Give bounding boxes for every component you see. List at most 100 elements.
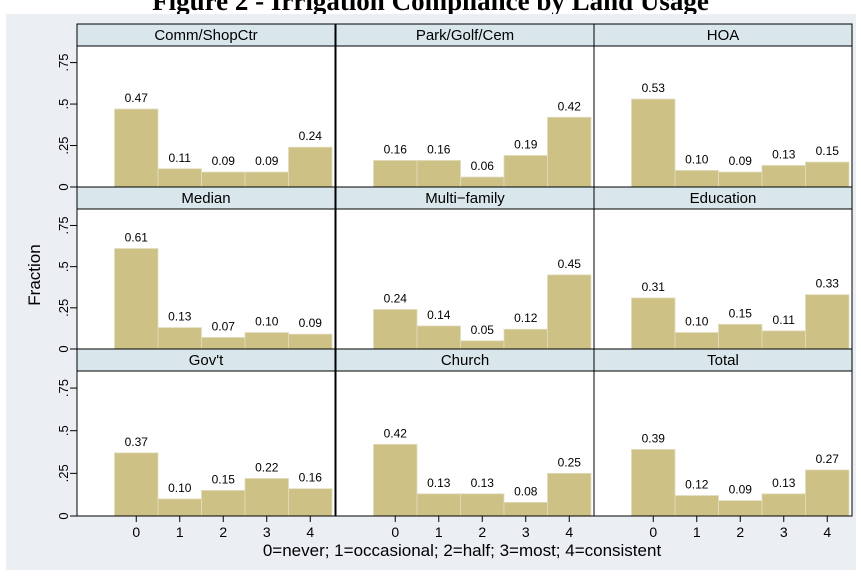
bar-value-label: 0.13 (427, 476, 451, 490)
bar-value-label: 0.27 (816, 452, 840, 466)
x-tick-label: 4 (565, 524, 573, 540)
bar (503, 328, 548, 350)
x-tick-label: 1 (435, 524, 443, 540)
x-tick-label: 2 (478, 524, 486, 540)
bar-value-label: 0.06 (471, 159, 495, 173)
bar (373, 443, 418, 517)
bar-value-label: 0.42 (384, 426, 408, 440)
bar (460, 176, 505, 188)
y-tick-label: 0 (56, 512, 71, 519)
bar (244, 478, 289, 517)
bar-value-label: 0.37 (125, 435, 149, 449)
bar (288, 333, 333, 350)
bar-value-label: 0.39 (642, 431, 666, 445)
bar (416, 493, 461, 517)
bar (631, 98, 676, 188)
x-tick-label: 0 (649, 524, 657, 540)
bar (547, 116, 592, 188)
bar-value-label: 0.47 (125, 91, 149, 105)
bar-value-label: 0.15 (816, 144, 840, 158)
bar (244, 332, 289, 350)
bar (288, 146, 333, 188)
panel-title: HOA (707, 27, 740, 44)
bar-value-label: 0.11 (773, 313, 796, 327)
chart-title: Figure 2 - Irrigation Compliance by Land… (152, 0, 709, 16)
bar-value-label: 0.16 (427, 142, 451, 156)
bar-value-label: 0.12 (514, 311, 538, 325)
y-tick-label: .75 (56, 54, 71, 72)
bar (416, 325, 461, 350)
bar-value-label: 0.16 (299, 471, 323, 485)
bar-value-label: 0.09 (299, 316, 323, 330)
bar (201, 490, 246, 517)
bar-value-label: 0.09 (212, 154, 236, 168)
bar-value-label: 0.13 (471, 476, 495, 490)
bar-value-label: 0.07 (212, 319, 236, 333)
x-tick-label: 0 (391, 524, 399, 540)
panel-title: Multi−family (425, 190, 505, 207)
bar-value-label: 0.61 (125, 231, 149, 245)
bar-value-label: 0.10 (255, 315, 279, 329)
bar (460, 493, 505, 517)
bar (761, 493, 806, 517)
bar-value-label: 0.31 (642, 280, 666, 294)
y-tick-label: .25 (56, 136, 71, 154)
y-tick-label: .75 (56, 379, 71, 397)
bar (674, 495, 719, 517)
bar-value-label: 0.15 (212, 472, 236, 486)
bar-value-label: 0.10 (168, 481, 192, 495)
bar (805, 161, 850, 188)
bar (114, 248, 159, 350)
bar (718, 500, 763, 517)
bar-value-label: 0.13 (772, 147, 796, 161)
bar-value-label: 0.14 (427, 308, 451, 322)
bar-value-label: 0.12 (685, 478, 709, 492)
panel-title: Median (181, 190, 230, 207)
bar (201, 171, 246, 188)
bar-value-label: 0.09 (729, 154, 753, 168)
bar-value-label: 0.25 (558, 455, 582, 469)
bar (503, 155, 548, 188)
x-tick-label: 3 (263, 524, 271, 540)
y-tick-label: .5 (56, 425, 71, 436)
bar (157, 168, 202, 188)
y-tick-label: .25 (56, 464, 71, 482)
bar-value-label: 0.15 (729, 306, 753, 320)
bar-value-label: 0.11 (169, 151, 192, 165)
bar (631, 449, 676, 517)
bar (761, 330, 806, 350)
panel-title: Education (690, 190, 757, 207)
bar (805, 294, 850, 350)
bar (157, 498, 202, 517)
bar-value-label: 0.13 (772, 476, 796, 490)
bar (244, 171, 289, 188)
x-tick-label: 2 (219, 524, 227, 540)
panel-title: Park/Golf/Cem (416, 27, 514, 44)
bar (460, 340, 505, 350)
panel-title: Comm/ShopCtr (154, 27, 257, 44)
bar-value-label: 0.08 (514, 484, 538, 498)
x-tick-label: 1 (176, 524, 184, 540)
bar-value-label: 0.10 (685, 152, 709, 166)
bar-value-label: 0.05 (471, 323, 495, 337)
bar-value-label: 0.19 (514, 137, 538, 151)
bar (503, 501, 548, 517)
y-tick-label: .5 (56, 261, 71, 272)
bar (805, 469, 850, 517)
x-tick-label: 4 (306, 524, 314, 540)
bar (157, 327, 202, 350)
bar (547, 274, 592, 350)
bar-value-label: 0.10 (685, 315, 709, 329)
bar (718, 323, 763, 350)
bar-value-label: 0.42 (558, 99, 582, 113)
chart-title-band: Figure 2 - Irrigation Compliance by Land… (0, 0, 861, 16)
bar-value-label: 0.45 (558, 257, 582, 271)
bar-value-label: 0.24 (299, 129, 323, 143)
x-tick-label: 3 (780, 524, 788, 540)
panel-title: Gov't (189, 352, 224, 369)
bar-value-label: 0.13 (168, 310, 192, 324)
bar (373, 160, 418, 188)
panel-title: Church (441, 352, 489, 369)
bar (674, 170, 719, 188)
x-tick-label: 2 (736, 524, 744, 540)
